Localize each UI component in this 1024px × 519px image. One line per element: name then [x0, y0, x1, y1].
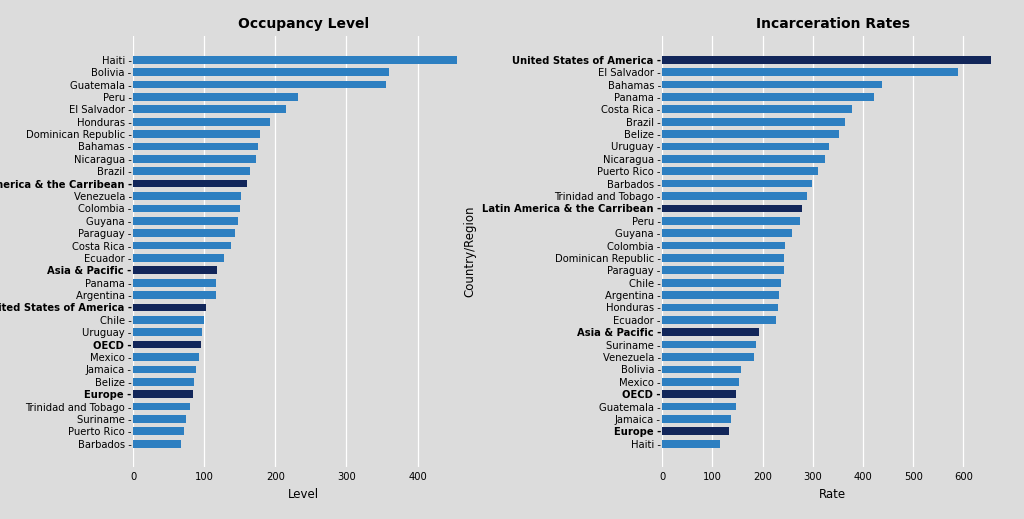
Bar	[663, 130, 839, 138]
Bar	[663, 105, 852, 113]
Bar	[663, 143, 828, 151]
Bar	[663, 365, 741, 373]
Bar	[133, 167, 251, 175]
Bar	[663, 192, 807, 200]
Bar	[133, 353, 199, 361]
Bar	[133, 93, 298, 101]
Bar	[133, 291, 216, 299]
Bar	[133, 69, 389, 76]
Title: Occupancy Level: Occupancy Level	[239, 17, 370, 31]
Bar	[133, 403, 190, 411]
Bar	[663, 242, 785, 249]
Bar	[663, 167, 818, 175]
Bar	[133, 279, 216, 286]
Bar	[133, 105, 286, 113]
Bar	[133, 118, 269, 126]
Bar	[133, 143, 258, 151]
Bar	[663, 69, 958, 76]
Bar	[663, 80, 882, 88]
Bar	[663, 329, 759, 336]
Bar	[133, 229, 234, 237]
Bar	[663, 378, 739, 386]
Bar	[663, 118, 846, 126]
Bar	[133, 440, 181, 447]
Bar	[133, 329, 202, 336]
Bar	[133, 428, 184, 435]
Bar	[133, 266, 217, 274]
Y-axis label: Country/Region: Country/Region	[463, 206, 476, 297]
Bar	[663, 279, 781, 286]
Bar	[133, 192, 242, 200]
Bar	[663, 316, 775, 324]
Bar	[133, 254, 224, 262]
Bar	[663, 254, 784, 262]
Bar	[663, 204, 802, 212]
Bar	[133, 304, 207, 311]
Bar	[663, 415, 731, 423]
Bar	[133, 415, 186, 423]
Bar	[663, 217, 800, 225]
X-axis label: Rate: Rate	[819, 487, 847, 500]
Bar	[133, 316, 204, 324]
Bar	[663, 304, 777, 311]
Bar	[663, 440, 720, 447]
Bar	[663, 56, 991, 64]
Bar	[133, 130, 260, 138]
Bar	[663, 229, 792, 237]
Bar	[133, 155, 256, 162]
Bar	[663, 341, 756, 348]
Bar	[663, 266, 783, 274]
Bar	[663, 390, 736, 398]
Bar	[663, 291, 779, 299]
Bar	[133, 217, 239, 225]
Bar	[663, 403, 736, 411]
Bar	[663, 180, 812, 187]
Bar	[133, 180, 247, 187]
Bar	[133, 378, 195, 386]
Bar	[663, 428, 729, 435]
Bar	[663, 353, 754, 361]
Bar	[133, 390, 193, 398]
Bar	[663, 155, 825, 162]
Bar	[133, 242, 231, 249]
Bar	[133, 80, 386, 88]
Bar	[133, 341, 202, 348]
X-axis label: Level: Level	[288, 487, 319, 500]
Title: Incarceration Rates: Incarceration Rates	[756, 17, 910, 31]
Bar	[663, 93, 874, 101]
Bar	[133, 56, 457, 64]
Bar	[133, 204, 240, 212]
Bar	[133, 365, 197, 373]
